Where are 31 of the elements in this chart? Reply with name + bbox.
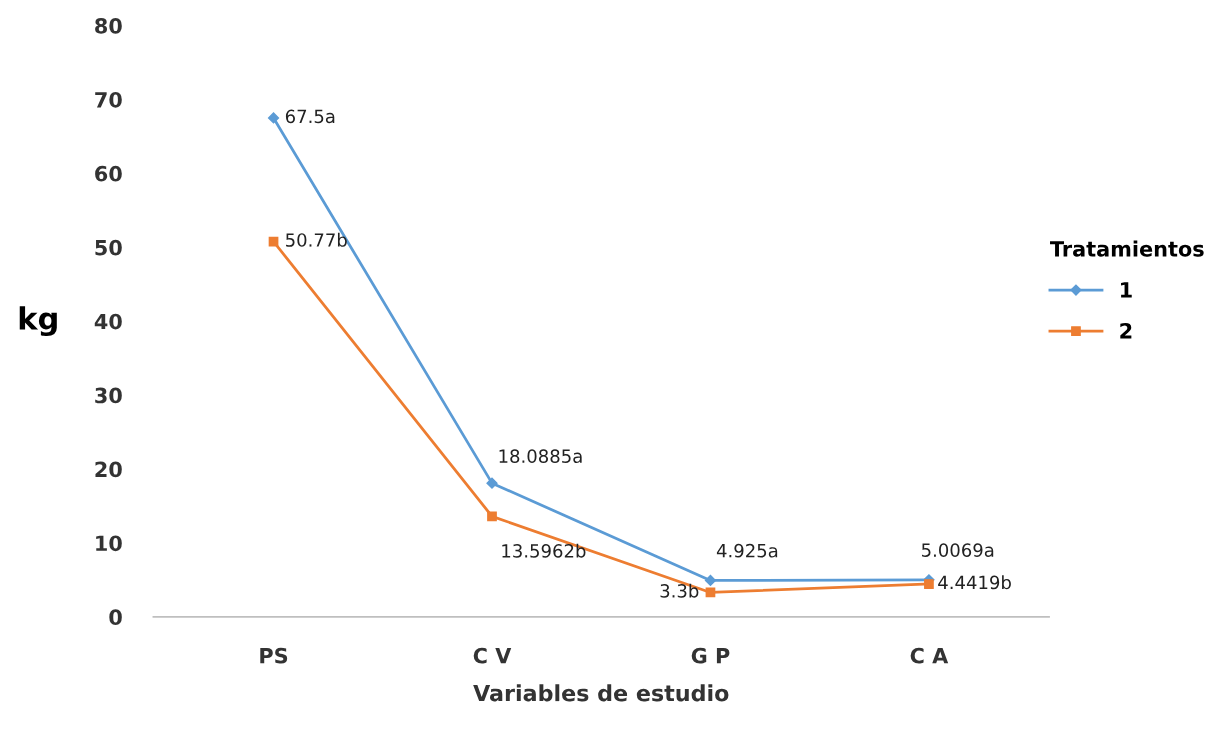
data-label: 4.4419b bbox=[938, 575, 1011, 590]
x-axis-title: Variables de estudio bbox=[473, 684, 729, 702]
legend-label: 2 bbox=[1120, 322, 1132, 339]
y-tick-label: 10 bbox=[96, 535, 122, 552]
y-tick-label: 20 bbox=[95, 461, 122, 478]
legend-label: 1 bbox=[1121, 282, 1132, 298]
legend-title: Tratamientos bbox=[1050, 240, 1204, 257]
data-label: 5.0069a bbox=[921, 543, 994, 557]
data-label: 18.0885a bbox=[499, 449, 582, 463]
point bbox=[704, 574, 717, 587]
x-tick-label: C V bbox=[473, 647, 512, 664]
y-axis-title: kg bbox=[19, 306, 57, 337]
y-tick-label: 40 bbox=[94, 313, 122, 330]
point bbox=[267, 112, 280, 124]
y-tick-label: 50 bbox=[95, 239, 122, 256]
y-tick-label: 70 bbox=[95, 91, 122, 108]
point bbox=[486, 477, 498, 489]
y-tick-label: 30 bbox=[95, 387, 122, 404]
data-label: 67.5a bbox=[285, 109, 335, 124]
y-tick-label: 80 bbox=[95, 18, 122, 34]
x-tick-label: C A bbox=[910, 647, 949, 664]
point bbox=[924, 579, 934, 589]
data-label: 3.3b bbox=[660, 583, 699, 598]
y-tick-label: 60 bbox=[95, 165, 122, 182]
x-tick-label: PS bbox=[260, 647, 288, 664]
x-tick-label: G P bbox=[691, 647, 730, 664]
data-label: 13.5962b bbox=[502, 543, 586, 558]
data-label: 50.77b bbox=[286, 232, 347, 247]
data-label: 4.925a bbox=[716, 543, 778, 558]
point bbox=[487, 511, 497, 522]
y-tick-label: 0 bbox=[109, 609, 122, 626]
